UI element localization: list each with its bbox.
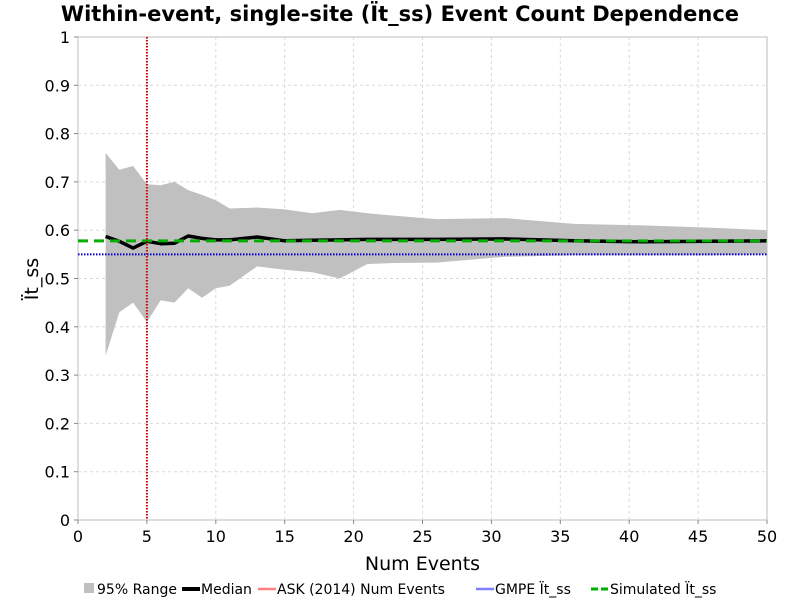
legend-swatch [84,583,94,593]
x-tick-label: 15 [275,527,295,546]
y-tick-label: 0 [60,511,70,530]
y-tick-label: 0.8 [45,125,70,144]
y-axis-label: Ït_ss [20,258,43,300]
legend-label: GMPE Ït_ss [495,580,571,598]
y-tick-label: 0.1 [45,463,70,482]
legend-item: Simulated Ït_ss [591,580,716,598]
chart-title: Within-event, single-site (Ït_ss) Event … [61,1,739,26]
grid [78,37,767,520]
x-tick-label: 5 [142,527,152,546]
legend-label: Median [201,582,252,598]
y-tick-label: 0.5 [45,270,70,289]
x-tick-label: 10 [206,527,226,546]
tick-layer: 0 5 10 15 20 25 30 35 40 45 50 0 0.1 0.2 0.3 0.4 0.5 0.6 0… [45,28,778,546]
y-tick-label: 0.2 [45,414,70,433]
y-tick-label: 0.9 [45,76,70,95]
legend-item: GMPE Ït_ss [476,580,571,598]
legend-label: 95% Range [97,582,177,598]
legend-label: ASK (2014) Num Events [277,582,445,598]
x-tick-label: 50 [757,527,777,546]
legend-label: Simulated Ït_ss [610,580,716,598]
legend-item: Median [182,582,252,598]
x-tick-label: 45 [688,527,708,546]
legend: 95% Range Median ASK (2014) Num Events GMPE… [84,580,716,598]
x-tick-label: 35 [550,527,570,546]
legend-item: 95% Range [84,582,177,598]
legend-item: ASK (2014) Num Events [258,582,445,598]
series-layer [78,37,768,520]
x-tick-label: 20 [343,527,363,546]
x-tick-label: 0 [73,527,83,546]
y-tick-label: 0.6 [45,221,70,240]
y-tick-label: 1 [60,28,70,47]
y-tick-label: 0.3 [45,366,70,385]
median-line [105,234,768,250]
y-tick-label: 0.4 [45,318,70,337]
x-tick-label: 40 [619,527,639,546]
x-axis-label: Num Events [365,553,480,575]
x-tick-label: 30 [481,527,501,546]
x-tick-label: 25 [412,527,432,546]
y-tick-label: 0.7 [45,173,70,192]
